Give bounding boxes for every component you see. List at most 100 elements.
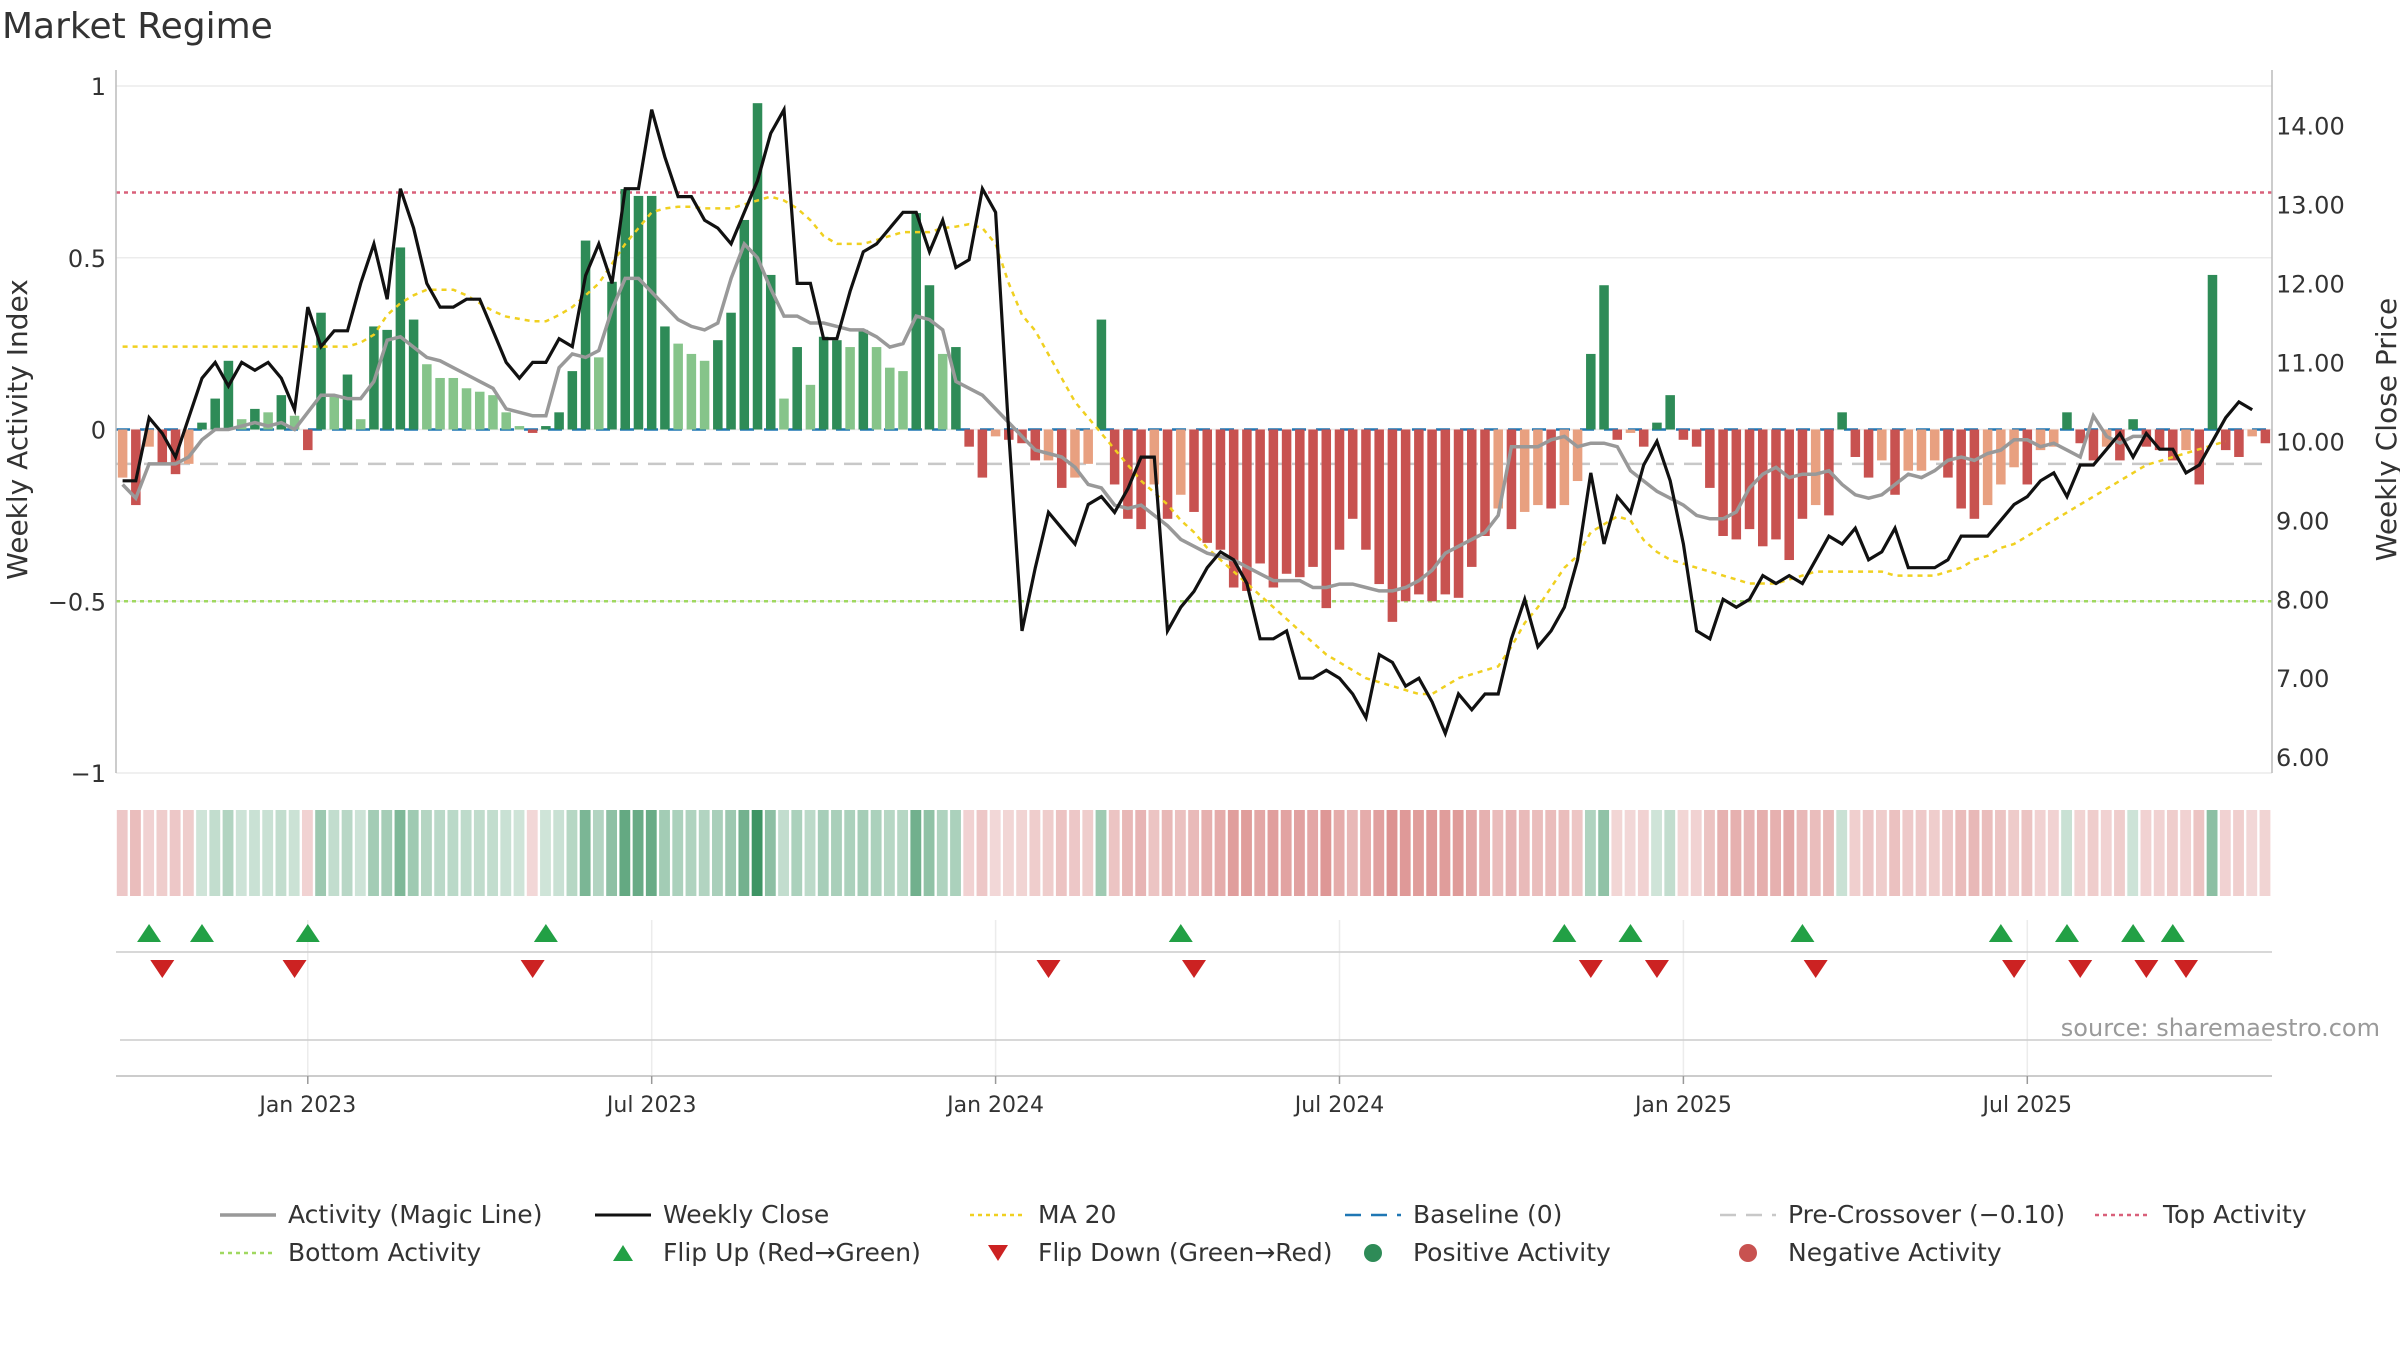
regime-cell — [182, 810, 194, 896]
activity-bar — [1546, 429, 1556, 509]
legend: Activity (Magic Line) Weekly Close MA 20 Ba… — [0, 1200, 2400, 1280]
flip-markers — [116, 924, 2272, 978]
activity-bar — [1202, 429, 1212, 543]
x-tick-label: Jul 2024 — [1293, 1093, 1385, 1118]
legend-symbol — [1364, 1243, 1382, 1262]
regime-cell — [857, 810, 869, 896]
regime-cell — [685, 810, 697, 896]
legend-label: Weekly Close — [663, 1200, 830, 1229]
activity-bar — [885, 367, 895, 430]
activity-bar — [726, 312, 736, 430]
activity-bar — [1228, 429, 1239, 588]
legend-item: Negative Activity — [1720, 1238, 2002, 1267]
activity-bar — [554, 412, 564, 430]
right-tick-label: 12.00 — [2276, 270, 2345, 298]
regime-cell — [1664, 810, 1676, 896]
regime-cell — [1095, 810, 1107, 896]
flip-up-marker — [2054, 924, 2079, 942]
activity-bar — [937, 353, 948, 430]
legend-item: Flip Down (Green→Red) — [970, 1238, 1333, 1267]
regime-cell — [1280, 810, 1292, 896]
regime-cell — [883, 810, 895, 896]
flip-down-marker — [1644, 960, 1669, 978]
regime-cell — [407, 810, 419, 896]
activity-bar — [355, 419, 366, 430]
activity-bar — [911, 213, 921, 430]
activity-bar — [527, 429, 538, 433]
flip-up-marker — [2160, 924, 2185, 942]
regime-cell — [1637, 810, 1649, 896]
regime-cell — [592, 810, 604, 896]
right-tick-label: 9.00 — [2276, 507, 2329, 535]
regime-cell — [831, 810, 842, 896]
activity-bar — [620, 189, 631, 430]
flip-up-marker — [1552, 924, 1577, 942]
activity-bar — [580, 240, 591, 430]
regime-cell — [2259, 810, 2271, 896]
activity-bar — [1162, 429, 1173, 519]
regime-cell — [2206, 810, 2218, 896]
right-tick-label: 8.00 — [2276, 586, 2329, 614]
regime-cell — [1029, 810, 1041, 896]
regime-cell — [566, 810, 578, 896]
regime-cell — [1690, 810, 1702, 896]
regime-cell — [513, 810, 525, 896]
regime-cell — [540, 810, 551, 896]
right-tick-label: 10.00 — [2276, 428, 2345, 456]
regime-cell — [1201, 810, 1213, 896]
activity-bar — [1440, 429, 1451, 595]
regime-cell — [1003, 810, 1014, 896]
right-tick-label: 14.00 — [2276, 112, 2345, 140]
regime-cell — [1889, 810, 1901, 896]
activity-bar — [1242, 429, 1252, 591]
activity-bar — [1281, 429, 1292, 574]
regime-cell — [553, 810, 565, 896]
activity-bar — [1638, 429, 1649, 447]
regime-cell — [791, 810, 803, 896]
flip-up-marker — [1618, 924, 1643, 942]
regime-cell — [2140, 810, 2152, 896]
activity-bar — [1929, 429, 1940, 461]
flip-down-marker — [1182, 960, 1206, 978]
regime-cell — [1809, 810, 1821, 896]
regime-cell — [1505, 810, 1517, 896]
legend-item: Top Activity — [2095, 1200, 2307, 1229]
regime-cell — [804, 810, 816, 896]
regime-cell — [2061, 810, 2072, 896]
regime-cell — [1598, 810, 1610, 896]
right-tick-label: 11.00 — [2276, 349, 2345, 377]
activity-bar — [2022, 429, 2033, 485]
activity-bar — [2141, 429, 2152, 447]
activity-bar — [1744, 429, 1755, 530]
market-regime-chart: 1 0.5 0 −0.5 −1 Weekly Activity Index 14.00 13.… — [1, 70, 2400, 1118]
regime-cell — [1174, 810, 1186, 896]
activity-bar — [765, 274, 776, 430]
regime-cell — [196, 810, 207, 896]
activity-bar — [1467, 429, 1477, 567]
activity-bar — [594, 357, 604, 430]
regime-cell — [2193, 810, 2205, 896]
regime-cell — [2034, 810, 2046, 896]
legend-label: Baseline (0) — [1413, 1200, 1563, 1229]
regime-cell — [526, 810, 538, 896]
regime-cell — [1413, 810, 1424, 896]
activity-bar — [1705, 429, 1715, 488]
activity-bar — [1295, 429, 1305, 578]
regime-cell — [2087, 810, 2099, 896]
activity-bar — [303, 429, 313, 451]
flip-up-marker — [1790, 924, 1815, 942]
regime-cell — [817, 810, 829, 896]
regime-cell — [1532, 810, 1543, 896]
regime-cell — [1492, 810, 1504, 896]
regime-cell — [1439, 810, 1451, 896]
legend-symbol — [595, 1213, 651, 1216]
legend-label: Top Activity — [2163, 1200, 2307, 1229]
activity-bar — [144, 429, 154, 447]
regime-cell — [301, 810, 313, 896]
regime-cell — [1055, 810, 1067, 896]
activity-bar — [1453, 429, 1464, 598]
activity-bar — [1519, 429, 1530, 512]
regime-cell — [2047, 810, 2059, 896]
regime-cell — [1426, 810, 1438, 896]
regime-cell — [487, 810, 498, 896]
